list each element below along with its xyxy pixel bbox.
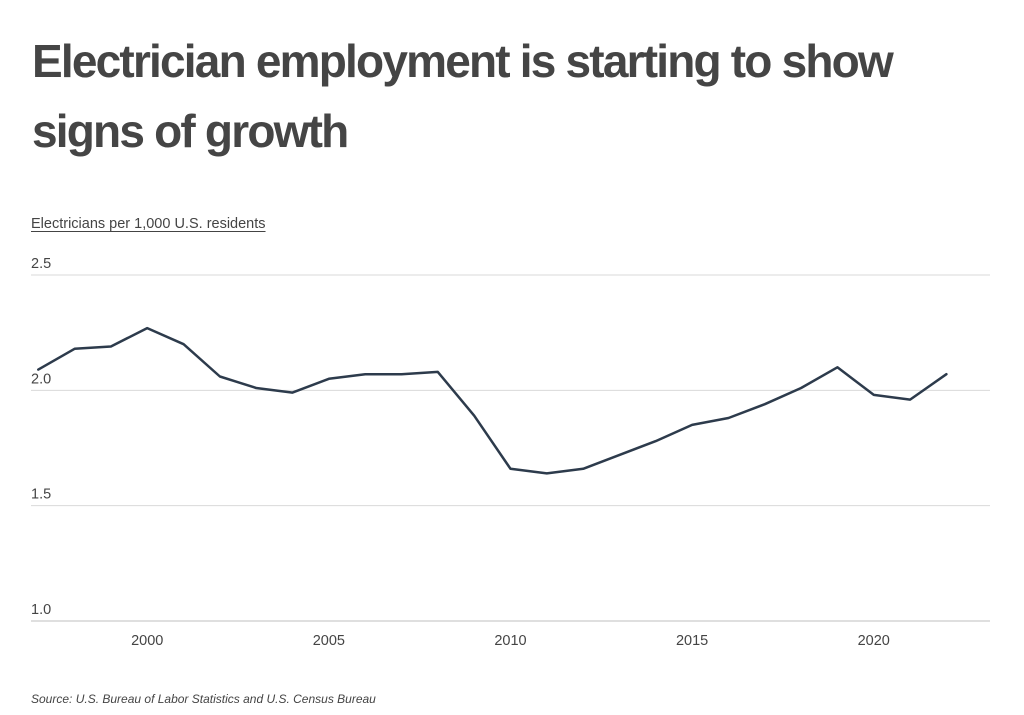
- y-tick-label: 2.5: [31, 256, 51, 272]
- data-point-2005: [328, 378, 330, 380]
- data-point-2010: [509, 468, 511, 470]
- x-tick-label: 2020: [858, 633, 890, 649]
- data-point-2008: [437, 371, 439, 373]
- source-note: Source: U.S. Bureau of Labor Statistics …: [31, 692, 376, 706]
- data-point-1997: [37, 368, 39, 370]
- data-point-2013: [618, 454, 620, 456]
- x-tick-label: 2010: [494, 633, 526, 649]
- data-point-2011: [546, 472, 548, 474]
- data-point-1998: [73, 348, 75, 350]
- data-point-2016: [727, 417, 729, 419]
- data-point-2021: [909, 398, 911, 400]
- y-tick-label: 1.5: [31, 487, 51, 503]
- data-point-2017: [764, 403, 766, 405]
- data-point-2007: [400, 373, 402, 375]
- x-tick-label: 2015: [676, 633, 708, 649]
- data-point-1999: [110, 345, 112, 347]
- data-point-2014: [655, 440, 657, 442]
- data-point-2009: [473, 415, 475, 417]
- series-line: [37, 326, 948, 475]
- series-layer: [37, 326, 948, 475]
- data-point-2003: [255, 387, 257, 389]
- y-tick-labels: 2.5 2.0 1.5 1.0: [31, 256, 51, 618]
- data-point-2012: [582, 468, 584, 470]
- y-tick-label: 1.0: [31, 602, 51, 618]
- y-axis-label: Electricians per 1,000 U.S. residents: [31, 216, 266, 232]
- data-point-2001: [182, 343, 184, 345]
- chart-title: Electrician employment is starting to sh…: [32, 35, 894, 157]
- x-tick-label: 2000: [131, 633, 163, 649]
- gridlines: [31, 274, 990, 622]
- data-point-2015: [691, 424, 693, 426]
- x-tick-labels: 2000 2005 2010 2015 2020: [131, 633, 890, 649]
- data-point-2018: [800, 387, 802, 389]
- data-point-2002: [219, 375, 221, 377]
- x-tick-label: 2005: [313, 633, 345, 649]
- data-point-2019: [836, 366, 838, 368]
- data-point-2000: [146, 327, 148, 329]
- y-tick-label: 2.0: [31, 371, 51, 387]
- data-point-2022: [945, 373, 947, 375]
- data-point-2004: [291, 391, 293, 393]
- data-point-2006: [364, 373, 366, 375]
- data-point-2020: [873, 394, 875, 396]
